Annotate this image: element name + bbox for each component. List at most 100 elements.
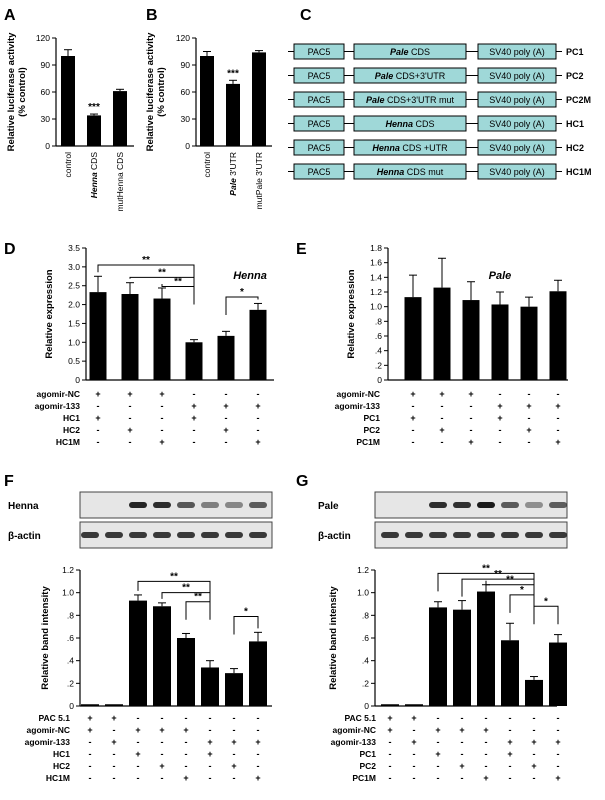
blot-band [525,502,543,508]
promoter-label: PAC5 [308,47,331,57]
actin-band [201,532,219,538]
bar [217,335,235,380]
significance-label: ** [174,276,182,287]
condition-sign: - [412,425,415,435]
condition-sign: - [89,761,92,771]
condition-sign: - [528,413,531,423]
condition-sign: - [413,725,416,735]
condition-sign: - [437,761,440,771]
y-axis-label: Relative expression [346,269,357,358]
condition-sign: - [470,425,473,435]
condition-sign: - [389,737,392,747]
condition-sign: - [161,713,164,723]
actin-band [405,532,423,538]
condition-sign: + [159,437,164,447]
condition-sign: + [127,425,132,435]
condition-sign: + [410,413,415,423]
condition-sign: + [531,737,536,747]
significance-label: * [544,596,548,607]
bar [501,640,519,706]
condition-sign: - [161,425,164,435]
condition-sign: + [95,389,100,399]
blot-band [249,502,267,508]
panel-label-g: G [296,473,308,490]
significance-label: * [520,585,524,596]
bar [185,342,203,380]
condition-sign: - [225,389,228,399]
condition-row-label: PC1 [359,749,376,759]
bar [225,673,243,706]
condition-sign: + [255,737,260,747]
condition-sign: - [461,713,464,723]
y-axis-label: Relative band intensity [40,586,51,690]
condition-sign: + [497,401,502,411]
y-tick-label: 0 [75,375,80,385]
significance-bracket [533,605,559,625]
construct-name: PC2 [566,71,584,81]
condition-sign: - [185,713,188,723]
y-tick-label: .6 [362,633,369,643]
condition-sign: - [137,737,140,747]
condition-sign: + [507,749,512,759]
y-tick-label: .2 [362,678,369,688]
actin-band [477,532,495,538]
condition-row-label: HC2 [63,425,80,435]
significance-label: ** [494,569,502,580]
y-tick-label: 1.2 [370,287,382,297]
blot-band [453,502,471,508]
condition-sign: - [257,725,260,735]
condition-sign: + [555,401,560,411]
bar [177,638,195,706]
condition-sign: + [459,761,464,771]
condition-sign: + [435,749,440,759]
condition-sign: - [257,425,260,435]
condition-sign: + [87,725,92,735]
condition-sign: + [435,725,440,735]
y-axis-label: Relative luciferase activity [6,32,17,152]
condition-row-label: agomir-NC [27,725,70,735]
significance-label: * [244,606,248,617]
condition-sign: + [255,773,260,783]
blot-band [201,502,219,508]
y-tick-label: 1.0 [62,588,74,598]
chart-b: 0 30 60 90 120 Relative luciferase activity (%… [145,32,272,209]
y-tick-label: 1.0 [370,302,382,312]
significance-bracket [509,594,535,613]
actin-band [177,532,195,538]
condition-sign: + [207,749,212,759]
actin-band [129,532,147,538]
blot-target-label: Henna [8,501,39,512]
condition-sign: - [193,425,196,435]
condition-sign: - [97,437,100,447]
promoter-box [293,67,345,84]
condition-sign: + [231,761,236,771]
insert-box [353,115,467,132]
condition-sign: - [413,773,416,783]
blot-band [129,502,147,508]
y-tick-label: 120 [36,33,50,43]
significance-label: *** [88,102,100,113]
bar [429,607,447,706]
condition-row-label: HC2 [53,761,70,771]
construct-name: PC2M [566,95,591,105]
panel-label-d: D [4,241,16,258]
insert-label: Henna CDS [385,119,434,129]
condition-sign: - [257,713,260,723]
y-tick-label: 2.0 [68,300,80,310]
condition-sign: - [557,725,560,735]
y-axis-label-unit: (% control) [17,67,28,117]
construct-name: HC1 [566,119,584,129]
condition-row-label: PAC 5.1 [345,713,377,723]
significance-bracket [97,264,195,283]
insert-label: Pale CDS+3'UTR mut [366,95,454,105]
x-tick-label: mutHenna CDS [115,152,125,212]
actin-band [105,532,123,538]
actin-band [549,532,567,538]
polya-label: SV40 poly (A) [489,167,545,177]
bar [153,298,171,380]
condition-sign: + [95,413,100,423]
insert-label: Henna CDS mut [377,167,444,177]
promoter-box [293,115,345,132]
condition-sign: - [225,413,228,423]
condition-sign: + [410,389,415,399]
